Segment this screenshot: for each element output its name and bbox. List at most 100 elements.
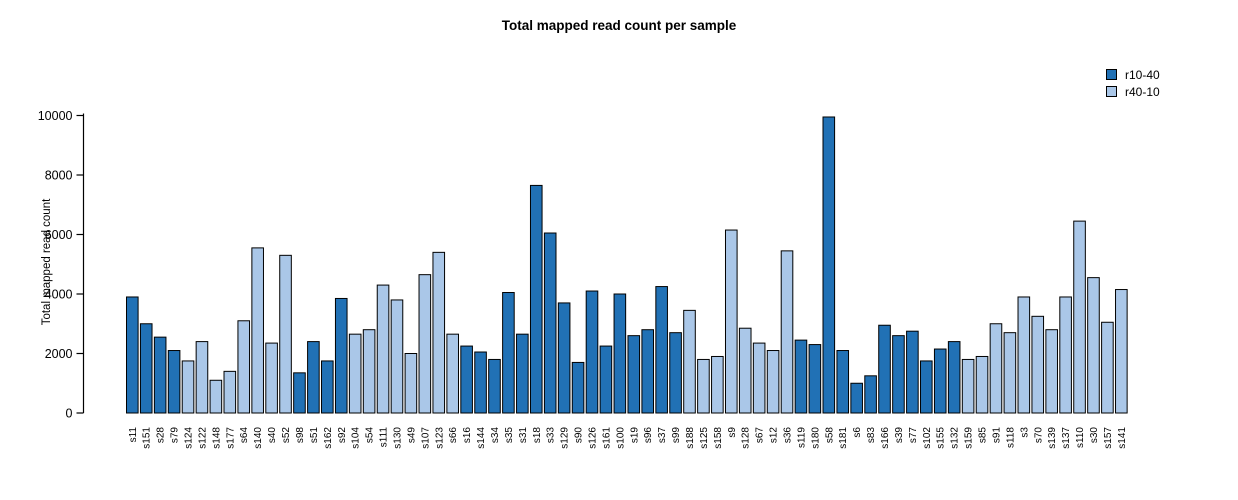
x-tick-label: s139 [1047, 427, 1058, 449]
bar [641, 329, 655, 414]
x-tick-label: s188 [685, 427, 696, 449]
bar [585, 290, 599, 414]
legend-item: r40-10 [1106, 83, 1160, 100]
x-tick-label: s33 [546, 427, 557, 444]
bar [432, 251, 446, 414]
x-tick-label: s51 [309, 427, 320, 444]
bar [975, 355, 989, 414]
x-tick-label: s30 [1089, 427, 1100, 444]
x-tick-label: s124 [184, 427, 195, 449]
bar [724, 229, 738, 414]
x-tick-label: s130 [392, 427, 403, 449]
x-tick-label: s118 [1005, 427, 1016, 448]
x-tick-label: s157 [1103, 427, 1114, 449]
bar [502, 292, 515, 414]
bar [307, 341, 320, 414]
legend: r10-40 r40-10 [1106, 66, 1160, 100]
x-tick-label: s151 [142, 427, 153, 449]
bar [376, 284, 390, 414]
x-tick-label: s39 [894, 427, 905, 444]
bar [613, 293, 627, 414]
x-tick-label: s54 [365, 427, 376, 444]
y-tick-label: 0 [66, 407, 73, 421]
bar [153, 336, 167, 414]
x-tick-label: s52 [281, 427, 292, 444]
x-tick-label: s104 [351, 427, 362, 449]
x-tick-label: s155 [936, 427, 947, 449]
bar [251, 247, 264, 414]
bar [139, 323, 153, 414]
bar [766, 350, 780, 414]
bar [265, 342, 278, 414]
bar [1003, 332, 1017, 414]
bar [864, 375, 877, 414]
bar [836, 350, 850, 414]
x-tick-label: s70 [1033, 427, 1044, 444]
bar [850, 382, 863, 414]
x-tick-label: s180 [810, 427, 821, 449]
x-tick-label: s111 [379, 427, 390, 448]
x-tick-label: s107 [420, 427, 431, 449]
bar [195, 341, 209, 414]
x-tick-label: s12 [769, 427, 780, 444]
bar [822, 116, 836, 414]
x-tick-label: s166 [880, 427, 891, 449]
x-tick-label: s110 [1075, 427, 1086, 448]
bar [1017, 296, 1031, 414]
bar [627, 335, 641, 414]
x-tick-label: s91 [991, 427, 1002, 444]
x-tick-label: s92 [337, 427, 348, 444]
bar [279, 254, 292, 414]
x-tick-label: s9 [727, 427, 738, 438]
x-tick-label: s66 [448, 427, 459, 444]
x-tick-label: s36 [783, 427, 794, 444]
bar [1115, 289, 1128, 414]
x-tick-label: s96 [643, 427, 654, 444]
x-tick-label: s158 [713, 427, 724, 449]
x-tick-label: s3 [1019, 427, 1030, 438]
x-tick-label: s19 [629, 427, 640, 444]
bar [334, 297, 348, 414]
y-tick-label: 10000 [38, 109, 73, 123]
x-tick-label: s90 [574, 427, 585, 444]
x-tick-label: s85 [978, 427, 989, 444]
bar [181, 360, 195, 414]
y-tick-label: 8000 [45, 169, 73, 183]
legend-label: r40-10 [1125, 84, 1160, 99]
bar [1031, 315, 1045, 414]
x-tick-label: s102 [922, 427, 933, 449]
x-tick-label: s144 [476, 427, 487, 449]
x-tick-label: s98 [295, 427, 306, 444]
x-tick-label: s141 [1117, 427, 1128, 449]
bar [126, 296, 139, 414]
y-tick-label: 2000 [45, 347, 73, 361]
legend-label: r10-40 [1125, 67, 1160, 82]
x-tick-label: s83 [866, 427, 877, 444]
x-tick-label: s126 [587, 427, 598, 449]
x-tick-label: s16 [462, 427, 473, 444]
x-tick-label: s35 [504, 427, 515, 444]
x-tick-label: s6 [852, 427, 863, 438]
x-tick-label: s140 [253, 427, 264, 449]
x-tick-label: s148 [211, 427, 222, 449]
bar [321, 360, 334, 414]
bar [711, 355, 724, 414]
x-tick-label: s77 [908, 427, 919, 444]
bar [780, 250, 794, 414]
x-tick-label: s37 [657, 427, 668, 444]
x-tick-label: s119 [796, 427, 807, 448]
bar [947, 341, 961, 414]
x-tick-label: s79 [170, 427, 181, 444]
legend-swatch-r40-10-icon [1106, 86, 1117, 97]
bar [808, 344, 822, 414]
x-tick-label: s161 [601, 427, 612, 449]
legend-swatch-r10-40-icon [1106, 69, 1117, 80]
bar [697, 358, 710, 414]
bar [794, 339, 808, 414]
bar [446, 333, 459, 414]
x-tick-label: s67 [755, 427, 766, 444]
bar [237, 320, 251, 414]
bar [418, 274, 432, 414]
bar [752, 342, 766, 414]
